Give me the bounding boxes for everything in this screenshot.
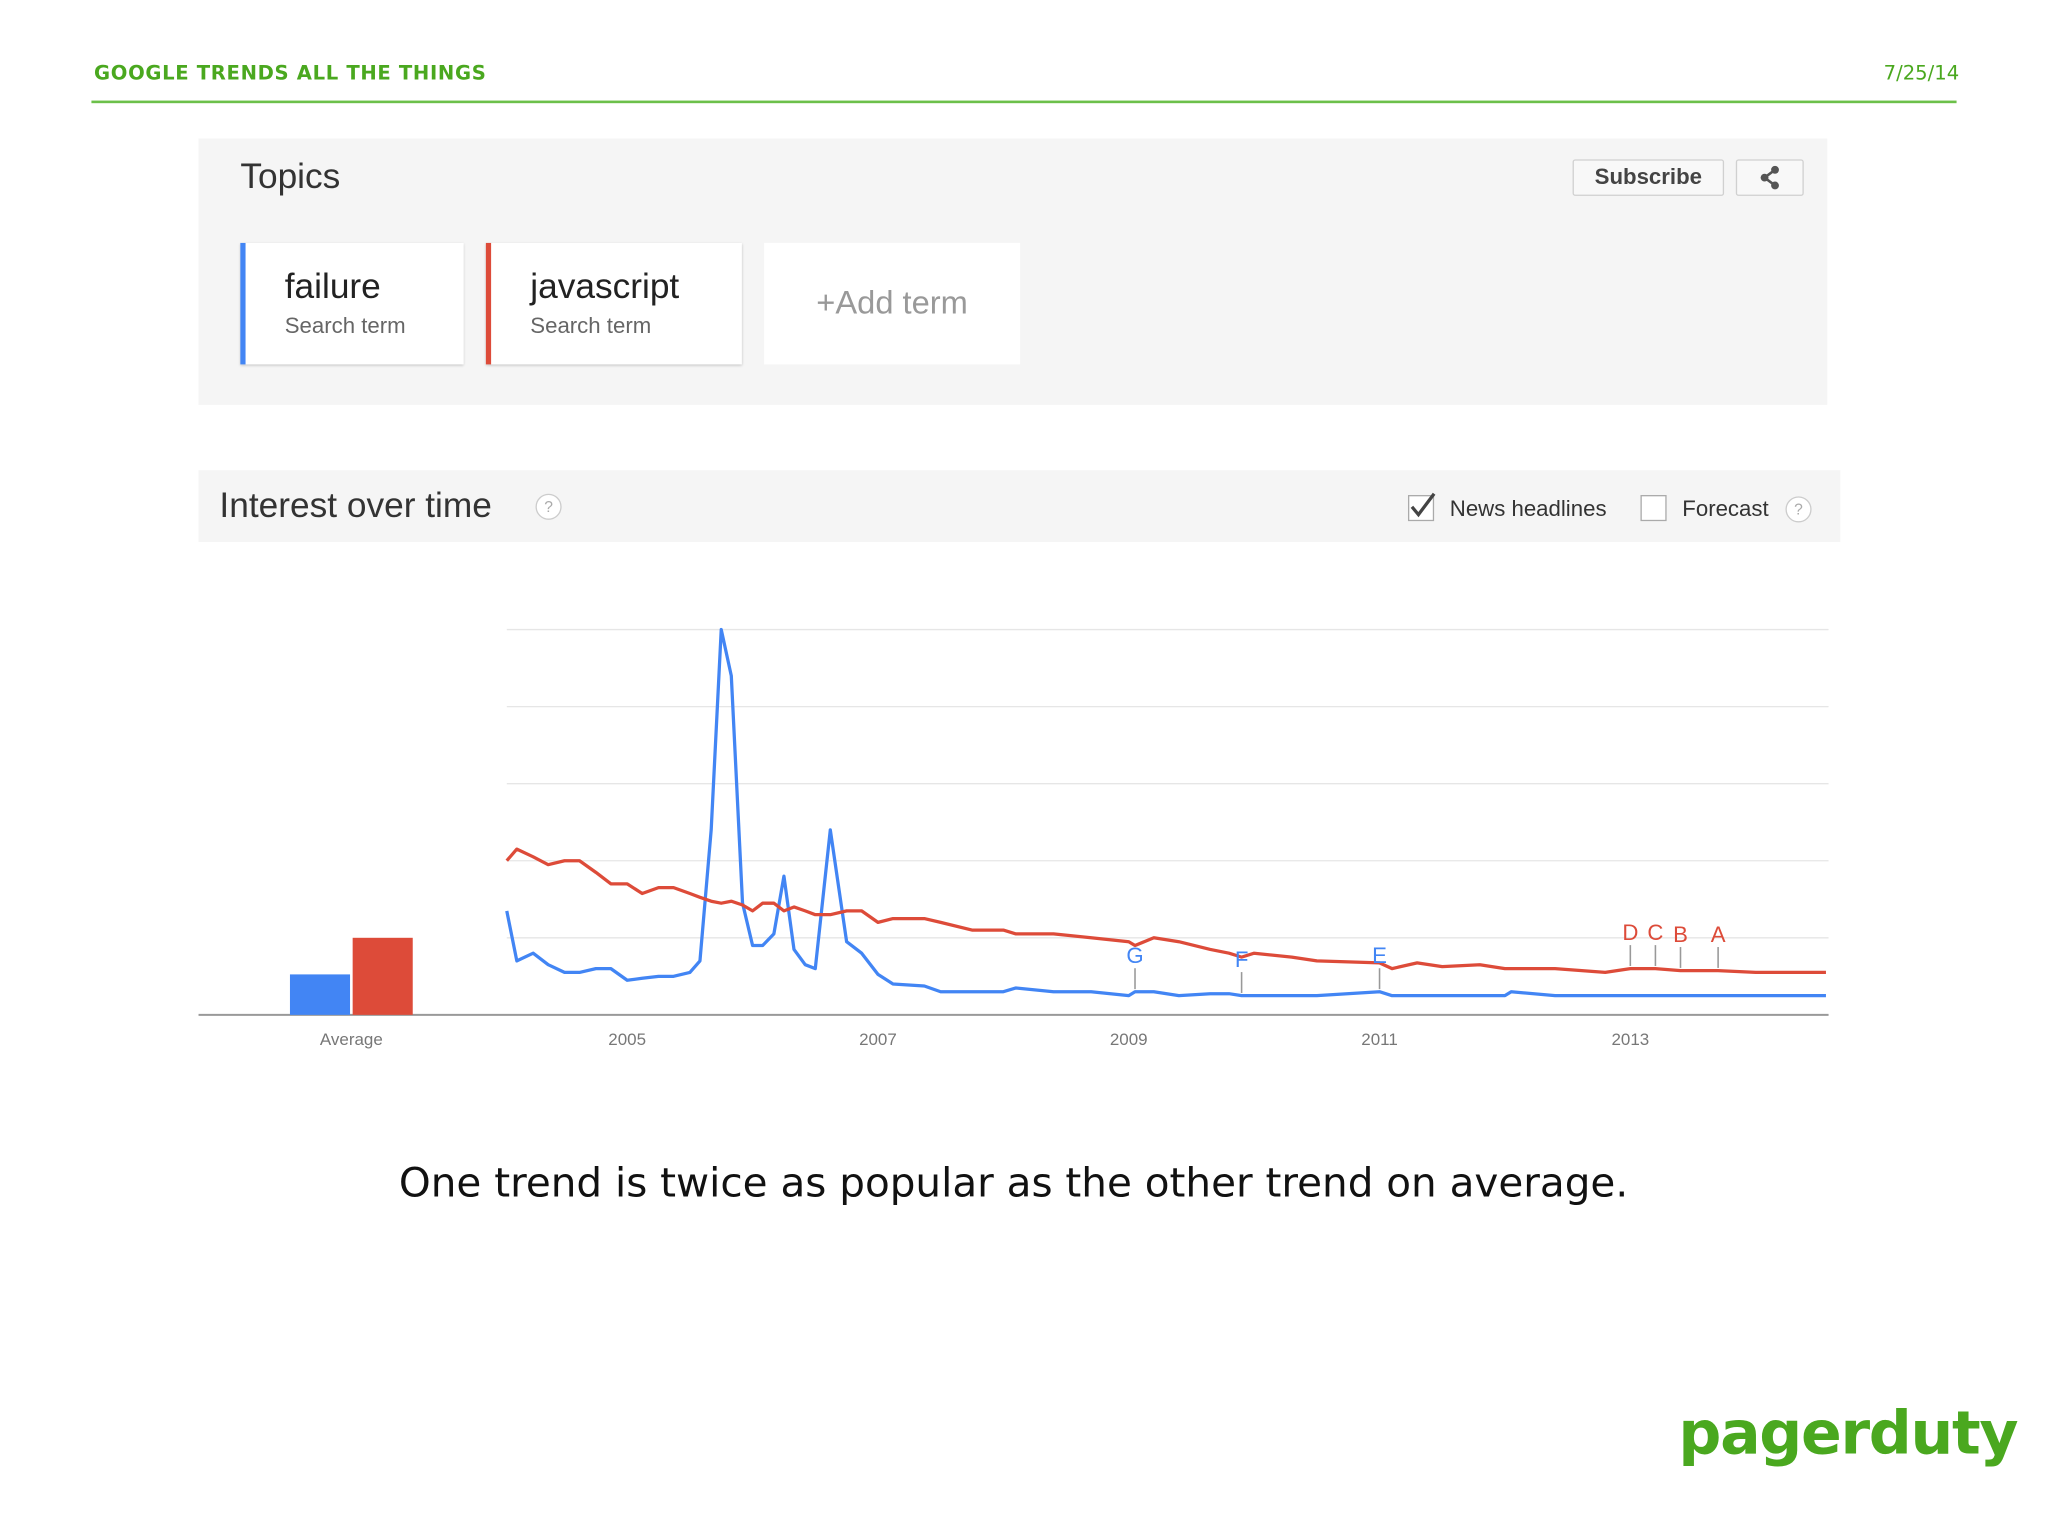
share-button[interactable] (1735, 159, 1804, 196)
x-tick-label: 2005 (608, 1030, 646, 1049)
add-term[interactable]: +Add term (764, 242, 1021, 365)
forecast-label: Forecast (1682, 496, 1769, 522)
term-card[interactable]: javascript Search term (485, 242, 742, 365)
help-icon[interactable]: ? (535, 493, 562, 520)
x-tick-label: 2011 (1361, 1030, 1397, 1049)
caption: One trend is twice as popular as the oth… (398, 1159, 1629, 1207)
x-tick-label: 2013 (1611, 1030, 1649, 1049)
share-icon (1760, 165, 1779, 190)
average-bar (289, 974, 351, 1015)
help-icon[interactable]: ? (1785, 496, 1812, 523)
term-kind: Search term (530, 313, 652, 339)
interest-title: Interest over time (219, 485, 492, 526)
x-tick-label: 2007 (859, 1030, 897, 1049)
annotation-label: E (1372, 943, 1387, 968)
term-kind: Search term (284, 313, 406, 339)
header-rule (91, 100, 1957, 104)
forecast-checkbox[interactable] (1640, 495, 1667, 522)
logo: pagerduty (1678, 1397, 2018, 1469)
check-mark (1410, 492, 1436, 518)
subscribe-button[interactable]: Subscribe (1572, 159, 1725, 196)
average-bar (352, 937, 413, 1015)
annotation-label: G (1126, 943, 1143, 968)
annotation-label: A (1711, 922, 1726, 947)
news-checkbox[interactable] (1407, 492, 1436, 522)
slide-header: GOOGLE TRENDS ALL THE THINGS (94, 61, 487, 85)
annotation-label: C (1647, 920, 1663, 945)
interest-panel (198, 470, 1841, 543)
term-name: javascript (530, 266, 680, 306)
slide-date: 7/25/14 (1883, 61, 1960, 85)
annotation-label: B (1673, 922, 1688, 947)
series-line (505, 627, 1826, 998)
topics-title: Topics (240, 156, 341, 196)
news-label: News headlines (1449, 496, 1607, 522)
average-label: Average (320, 1030, 383, 1049)
term-card[interactable]: failure Search term (240, 242, 464, 365)
x-tick-label: 2009 (1110, 1030, 1148, 1049)
annotation-label: D (1622, 920, 1638, 945)
term-name: failure (284, 266, 381, 306)
series-line (505, 847, 1826, 975)
annotation-label: F (1235, 947, 1249, 972)
